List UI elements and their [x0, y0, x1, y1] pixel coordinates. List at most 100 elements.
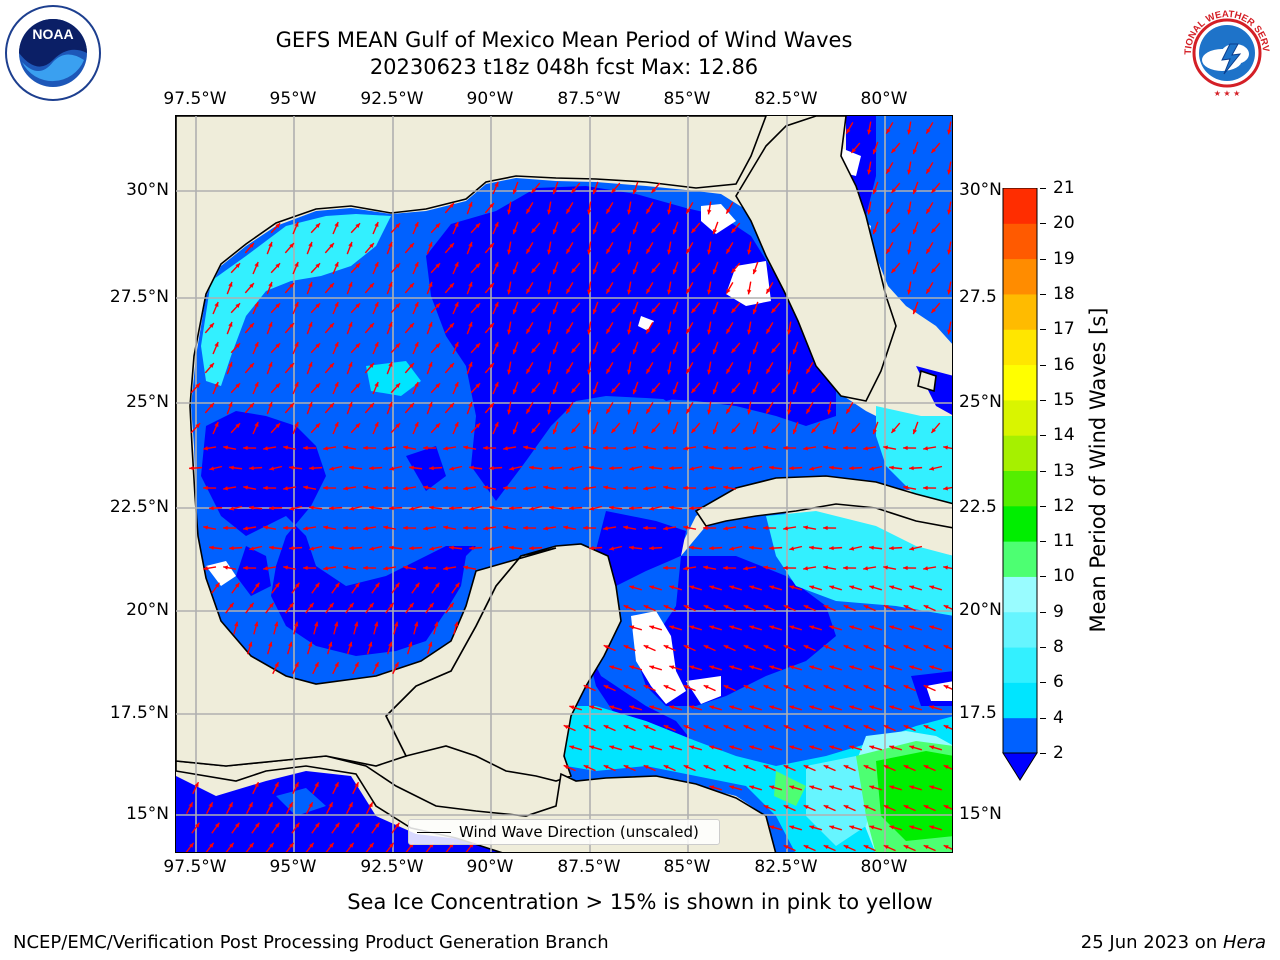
- direction-arrowhead: [454, 262, 459, 268]
- direction-arrowhead: [294, 782, 299, 788]
- lon-label-bottom: 80°W: [860, 857, 908, 877]
- direction-arrowhead: [507, 249, 512, 255]
- direction-arrowhead: [823, 845, 829, 850]
- direction-arrowhead: [315, 343, 321, 349]
- direction-arrowhead: [294, 302, 299, 308]
- direction-arrowhead: [435, 303, 441, 309]
- direction-arrowhead: [907, 129, 912, 135]
- direction-arrowhead: [809, 545, 814, 550]
- colorbar-tick-mark: [1040, 435, 1046, 437]
- direction-arrowhead: [363, 445, 368, 451]
- direction-arrowhead: [249, 505, 254, 510]
- direction-arrowhead: [388, 241, 393, 247]
- direction-arrowhead: [729, 705, 735, 710]
- direction-arrowhead: [429, 546, 435, 551]
- direction-arrowhead: [726, 208, 731, 214]
- direction-arrowhead: [811, 388, 816, 393]
- direction-arrowhead: [195, 423, 201, 429]
- direction-arrowhead: [428, 241, 433, 247]
- direction-arrowhead: [592, 189, 597, 195]
- direction-arrowhead: [469, 506, 475, 511]
- direction-arrowhead: [903, 605, 909, 610]
- direction-arrowhead: [308, 641, 313, 647]
- direction-arrowhead: [703, 645, 709, 650]
- direction-arrowhead: [889, 585, 895, 590]
- direction-arrowhead: [803, 645, 809, 650]
- colorbar-extend-triangle: [1002, 752, 1038, 781]
- direction-arrowhead: [308, 281, 313, 287]
- direction-arrowhead: [435, 582, 440, 588]
- direction-arrowhead: [726, 328, 731, 334]
- direction-arrowhead: [263, 485, 268, 491]
- direction-arrowhead: [827, 409, 832, 415]
- direction-arrowhead: [549, 465, 554, 471]
- direction-arrowhead: [394, 621, 399, 627]
- direction-arrowhead: [374, 422, 379, 428]
- direction-arrowhead: [663, 725, 669, 730]
- direction-arrowhead: [809, 705, 815, 710]
- direction-arrowhead: [349, 842, 354, 848]
- direction-arrowhead: [672, 429, 677, 435]
- direction-arrowhead: [729, 585, 735, 590]
- direction-arrowhead: [468, 361, 473, 367]
- direction-arrowhead: [531, 348, 536, 353]
- direction-arrowhead: [489, 203, 494, 208]
- direction-arrowhead: [669, 585, 675, 590]
- direction-arrowhead: [663, 445, 668, 451]
- direction-arrowhead: [723, 526, 728, 531]
- direction-arrowhead: [414, 262, 419, 268]
- direction-arrowhead: [552, 349, 557, 355]
- direction-arrowhead: [707, 369, 712, 375]
- direction-arrowhead: [943, 725, 949, 730]
- direction-arrowhead: [214, 302, 219, 308]
- colorbar-tick-mark: [1040, 470, 1046, 472]
- direction-arrowhead: [507, 209, 512, 215]
- direction-arrowhead: [689, 705, 695, 710]
- direction-arrowhead: [863, 845, 869, 850]
- direction-arrowhead: [803, 765, 809, 770]
- direction-arrowhead: [592, 429, 597, 435]
- direction-arrowhead: [275, 263, 281, 269]
- direction-arrowhead: [883, 605, 889, 610]
- direction-arrowhead: [275, 303, 281, 309]
- direction-arrowhead: [903, 565, 908, 571]
- direction-arrowhead: [667, 369, 672, 375]
- direction-arrowhead: [792, 429, 797, 435]
- direction-arrowhead: [787, 409, 792, 415]
- direction-arrowhead: [912, 149, 917, 155]
- direction-arrowhead: [215, 822, 220, 828]
- direction-arrowhead: [374, 621, 379, 627]
- direction-arrowhead: [509, 466, 515, 471]
- direction-arrowhead: [803, 525, 809, 530]
- direction-arrowhead: [611, 268, 616, 273]
- direction-arrowhead: [646, 368, 651, 374]
- direction-arrowhead: [303, 445, 308, 451]
- direction-arrowhead: [489, 283, 494, 288]
- direction-arrowhead: [752, 389, 757, 395]
- direction-arrowhead: [909, 785, 915, 790]
- direction-arrowhead: [943, 805, 949, 810]
- direction-arrowhead: [712, 429, 717, 435]
- direction-arrowhead: [335, 582, 340, 588]
- direction-arrowhead: [571, 188, 576, 193]
- direction-arrowhead: [369, 546, 375, 551]
- colorbar-tick-mark: [1040, 188, 1046, 189]
- direction-arrowhead: [315, 263, 321, 269]
- direction-arrowhead: [931, 428, 936, 433]
- direction-arrowhead: [449, 466, 455, 471]
- direction-arrowhead: [723, 685, 729, 690]
- lat-label-left: 27.5°N: [109, 287, 169, 307]
- direction-arrowhead: [203, 446, 208, 451]
- direction-arrowhead: [443, 485, 448, 491]
- direction-arrowhead: [374, 342, 379, 348]
- direction-arrowhead: [583, 445, 589, 450]
- svg-text:★ ★ ★: ★ ★ ★: [1214, 89, 1241, 98]
- direction-arrowhead: [383, 485, 388, 491]
- direction-arrowhead: [809, 825, 815, 830]
- direction-arrowhead: [489, 323, 494, 328]
- direction-arrowhead: [909, 465, 914, 471]
- direction-arrowhead: [589, 745, 595, 750]
- direction-arrowhead: [943, 605, 949, 610]
- direction-arrowhead: [494, 302, 499, 308]
- direction-arrowhead: [907, 169, 912, 175]
